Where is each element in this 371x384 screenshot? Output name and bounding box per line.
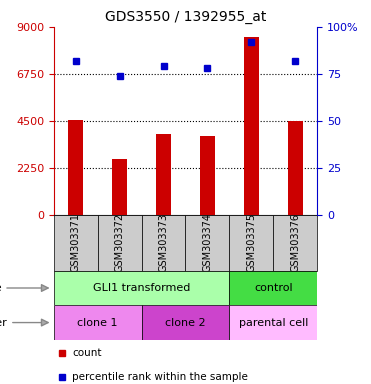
Text: GSM303372: GSM303372 — [115, 214, 125, 272]
Bar — [229, 271, 317, 305]
Bar — [112, 159, 127, 215]
Text: GSM303373: GSM303373 — [158, 214, 168, 272]
Bar — [54, 271, 229, 305]
Bar — [142, 305, 229, 340]
Text: clone 2: clone 2 — [165, 318, 206, 328]
Text: GSM303374: GSM303374 — [203, 214, 213, 272]
Text: other: other — [0, 318, 48, 328]
Text: clone 1: clone 1 — [78, 318, 118, 328]
Text: GSM303376: GSM303376 — [290, 214, 300, 272]
Text: percentile rank within the sample: percentile rank within the sample — [72, 372, 248, 382]
Bar — [200, 136, 215, 215]
Bar — [68, 120, 83, 215]
Bar — [273, 215, 317, 271]
Text: control: control — [254, 283, 293, 293]
Text: GSM303375: GSM303375 — [246, 214, 256, 272]
Bar — [186, 215, 229, 271]
Bar — [156, 134, 171, 215]
Text: GLI1 transformed: GLI1 transformed — [93, 283, 190, 293]
Bar — [98, 215, 142, 271]
Bar — [229, 215, 273, 271]
Bar — [54, 305, 142, 340]
Bar — [288, 121, 303, 215]
Bar — [142, 215, 186, 271]
Bar — [54, 215, 98, 271]
Bar — [229, 305, 317, 340]
Text: count: count — [72, 348, 102, 358]
Text: cell type: cell type — [0, 283, 48, 293]
Text: GSM303371: GSM303371 — [71, 214, 81, 272]
Title: GDS3550 / 1392955_at: GDS3550 / 1392955_at — [105, 10, 266, 25]
Text: parental cell: parental cell — [239, 318, 308, 328]
Bar — [244, 37, 259, 215]
